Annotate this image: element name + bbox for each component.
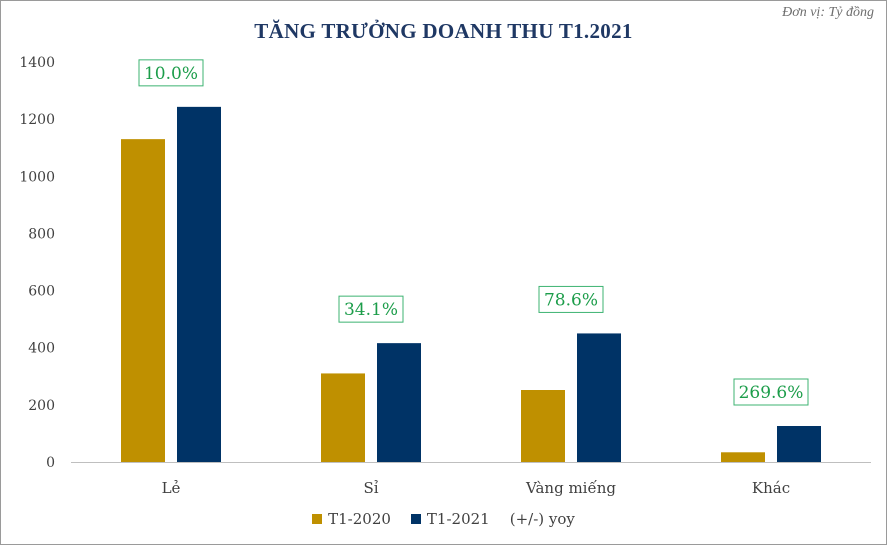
legend-item-t1-2020: T1-2020 bbox=[312, 510, 391, 528]
y-tick-label-1400: 1400 bbox=[19, 55, 55, 71]
y-tick-label-200: 200 bbox=[28, 398, 55, 414]
y-tick-label-1200: 1200 bbox=[19, 112, 55, 128]
bar-t1-2021-1 bbox=[377, 343, 421, 462]
yoy-label-box-0 bbox=[138, 59, 204, 87]
unit-note: Đơn vị: Tỷ đồng bbox=[782, 5, 874, 20]
bar-t1-2020-2 bbox=[521, 390, 565, 462]
yoy-label-0: 10.0% bbox=[144, 64, 198, 84]
x-category-label-2: Vàng miếng bbox=[525, 479, 616, 497]
yoy-label-box-2 bbox=[538, 285, 604, 313]
legend-label-t1-2020: T1-2020 bbox=[328, 510, 391, 528]
legend: T1-2020 T1-2021 (+/-) yoy bbox=[1, 510, 886, 528]
yoy-label-box-1 bbox=[338, 295, 404, 323]
legend-label-t1-2021: T1-2021 bbox=[426, 510, 490, 528]
legend-swatch-t1-2021 bbox=[410, 514, 421, 524]
y-tick-label-800: 800 bbox=[28, 226, 55, 242]
chart-title: TĂNG TRƯỞNG DOANH THU T1.2021 bbox=[254, 19, 633, 43]
x-category-label-0: Lẻ bbox=[162, 479, 181, 497]
chart-plot-area: 0 200 400 600 800 1000 1200 1400 Lẻ 10.0% Sỉ 34.1% V… bbox=[19, 55, 871, 497]
y-tick-label-1000: 1000 bbox=[19, 169, 55, 185]
legend-item-yoy: (+/-) yoy bbox=[510, 510, 575, 528]
bar-t1-2021-2 bbox=[577, 333, 621, 462]
legend-swatch-t1-2020 bbox=[312, 514, 323, 524]
bar-t1-2020-3 bbox=[721, 452, 765, 462]
yoy-label-1: 34.1% bbox=[344, 300, 398, 320]
x-category-label-3: Khác bbox=[752, 479, 790, 497]
bar-t1-2021-3 bbox=[777, 426, 821, 462]
yoy-label-2: 78.6% bbox=[544, 290, 598, 310]
bar-t1-2020-1 bbox=[321, 373, 365, 462]
x-category-label-1: Sỉ bbox=[363, 479, 378, 497]
legend-label-yoy: (+/-) yoy bbox=[509, 510, 575, 528]
yoy-label-box-3 bbox=[733, 378, 809, 406]
yoy-label-3: 269.6% bbox=[739, 383, 804, 403]
y-tick-label-400: 400 bbox=[28, 341, 55, 357]
y-tick-label-600: 600 bbox=[28, 284, 55, 300]
bar-t1-2021-0 bbox=[177, 106, 221, 462]
y-tick-label-0: 0 bbox=[46, 455, 55, 471]
legend-item-t1-2021: T1-2021 bbox=[410, 510, 490, 528]
bar-t1-2020-0 bbox=[121, 139, 165, 462]
